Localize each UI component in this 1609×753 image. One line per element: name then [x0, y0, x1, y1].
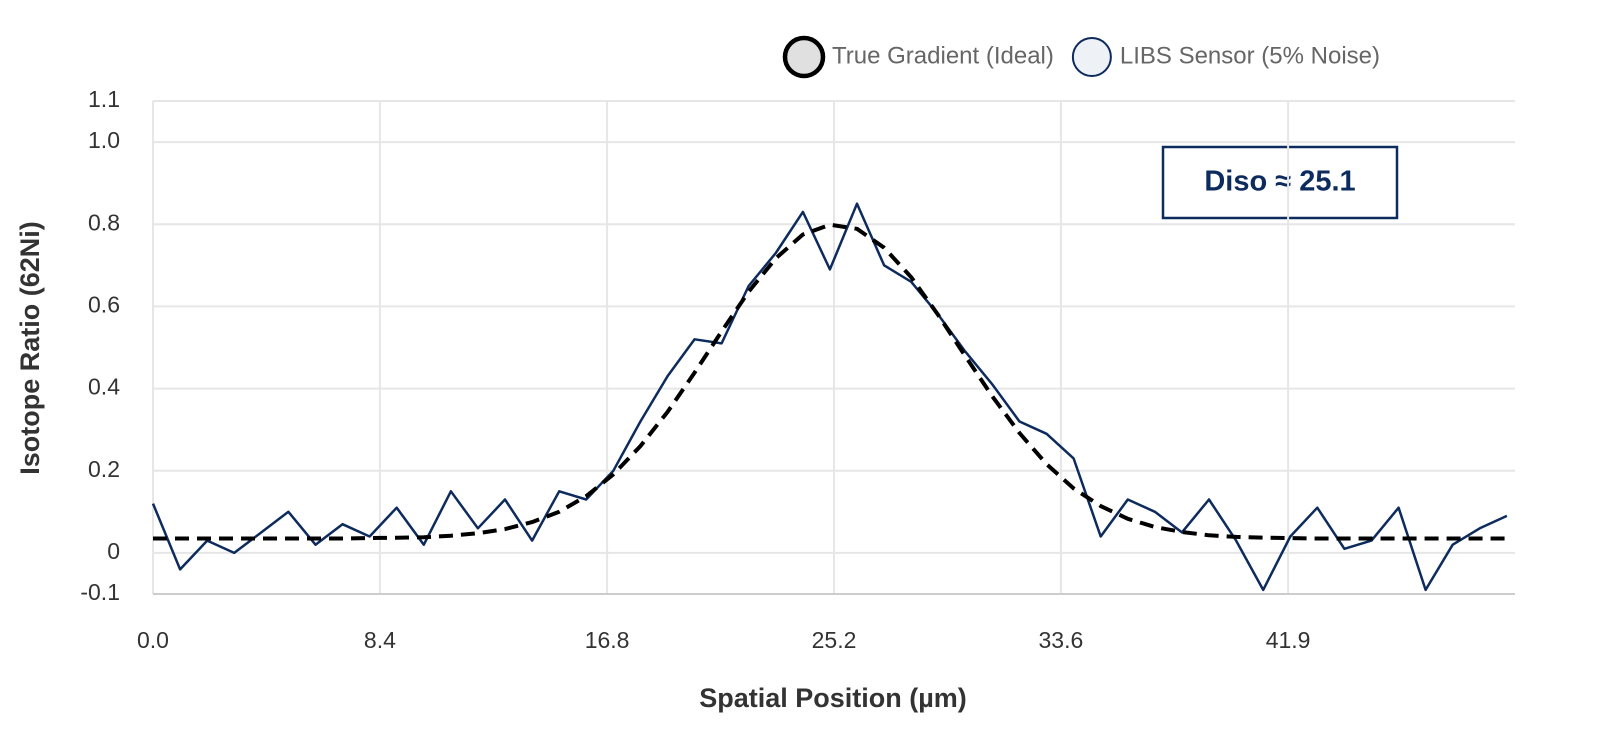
y-tick-label: 0.2	[88, 456, 120, 482]
series-line	[151, 202, 1508, 592]
legend-marker	[1071, 37, 1112, 77]
x-tick-label: 33.6	[1039, 627, 1084, 653]
legend-label: True Gradient (Ideal)	[832, 42, 1054, 69]
x-tick-label: 0.0	[137, 627, 169, 653]
annotation-box	[1161, 145, 1399, 220]
y-tick-label: 0	[107, 538, 120, 564]
y-tick-label: 0.4	[88, 374, 120, 400]
y-axis-title: Isotope Ratio (62Ni)	[15, 221, 45, 475]
annotation: Diso ≈ 25.1	[1204, 166, 1355, 198]
series-line	[153, 222, 1507, 541]
y-tick-label: 1.0	[88, 127, 120, 153]
x-tick-label: 16.8	[585, 627, 630, 653]
legend-label: LIBS Sensor (5% Noise)	[1120, 42, 1380, 69]
x-tick-label: 8.4	[364, 627, 396, 653]
y-tick-label: 1.1	[88, 86, 120, 112]
x-tick-label: 41.9	[1266, 627, 1311, 653]
legend-marker	[782, 35, 826, 79]
x-tick-label: 25.2	[812, 627, 857, 653]
x-axis-title: Spatial Position (µm)	[699, 683, 967, 713]
y-tick-label: -0.1	[80, 579, 120, 605]
y-tick-label: 0.8	[88, 209, 120, 235]
y-tick-label: 0.6	[88, 291, 120, 317]
